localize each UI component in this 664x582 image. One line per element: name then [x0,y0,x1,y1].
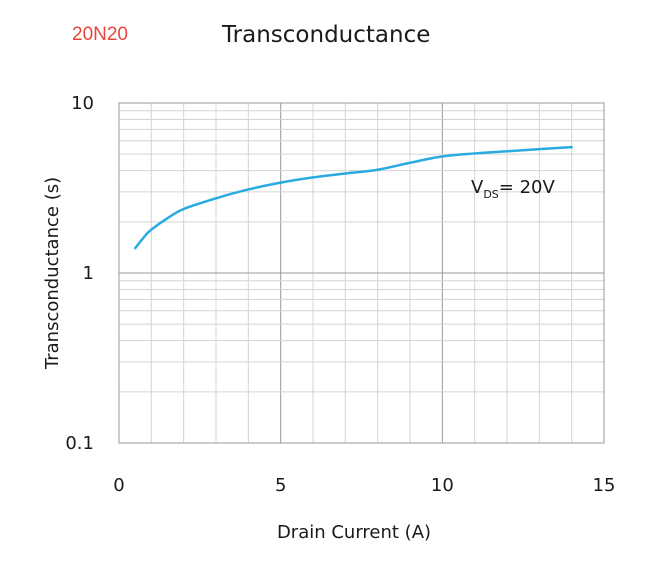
grid [118,103,605,444]
y-tick-label: 10 [71,93,94,114]
tick-labels: 0 5 10 15 0.1 1 10 [65,93,615,496]
annotation-v: V [471,177,484,198]
x-tick-label: 0 [113,475,124,496]
vds-annotation: VDS= 20V [471,177,555,201]
x-tick-label: 5 [275,475,286,496]
series-line [133,145,573,250]
annotation-value: = 20V [499,177,556,198]
x-tick-label: 10 [431,475,454,496]
y-axis-label: Transconductance (s) [42,177,63,370]
plot-frame [118,102,605,444]
x-axis-label: Drain Current (A) [277,522,431,543]
y-tick-label: 1 [83,263,94,284]
annotation-sub: DS [483,188,498,201]
x-tick-label: 15 [593,475,616,496]
chart-title: Transconductance [222,22,431,48]
y-tick-label: 0.1 [65,433,94,454]
part-number-label: 20N20 [72,24,128,45]
